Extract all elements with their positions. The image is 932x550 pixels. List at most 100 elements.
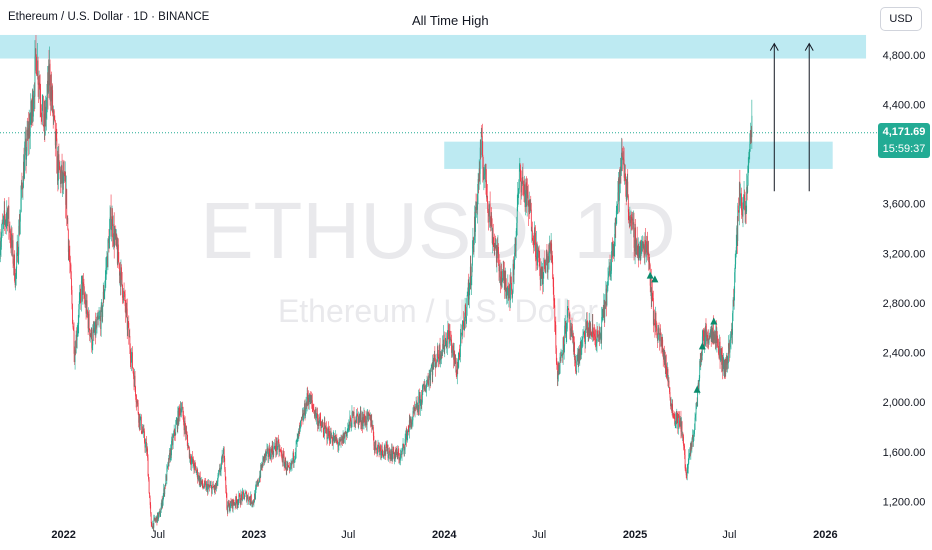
candle xyxy=(182,406,184,420)
candle xyxy=(383,450,385,460)
candle xyxy=(126,298,128,340)
candle xyxy=(36,54,37,76)
candle xyxy=(251,501,253,507)
candle xyxy=(516,194,518,236)
candle xyxy=(64,161,66,182)
candle xyxy=(117,238,119,263)
candle xyxy=(664,349,666,365)
candle xyxy=(493,233,495,257)
signal-triangle-icon xyxy=(710,317,718,325)
candle xyxy=(53,109,55,121)
candle xyxy=(10,230,11,249)
candle xyxy=(340,434,342,448)
x-tick-label: Jul xyxy=(341,529,355,541)
candle xyxy=(354,421,355,427)
x-tick-label: 2026 xyxy=(813,529,837,541)
candle xyxy=(582,336,583,349)
candle xyxy=(663,345,665,368)
candle xyxy=(343,432,345,443)
candle xyxy=(186,431,188,446)
candle xyxy=(276,445,278,455)
candle xyxy=(30,93,32,125)
candle xyxy=(502,261,504,281)
candle xyxy=(531,221,533,241)
candle xyxy=(600,327,602,339)
candle xyxy=(176,418,178,433)
candle xyxy=(83,278,85,299)
candle xyxy=(693,429,695,441)
candle xyxy=(332,432,334,450)
candle xyxy=(51,85,53,113)
candle xyxy=(715,323,717,351)
candle xyxy=(558,361,559,382)
candle xyxy=(27,117,29,141)
candle xyxy=(635,218,636,258)
candle xyxy=(299,420,301,432)
candle xyxy=(249,495,251,506)
candle xyxy=(251,501,253,508)
candle xyxy=(161,499,163,510)
candle xyxy=(44,99,46,142)
candle xyxy=(176,416,178,425)
candle xyxy=(217,477,218,487)
candle xyxy=(137,398,139,407)
candle xyxy=(149,492,151,499)
candle xyxy=(449,323,450,348)
candle xyxy=(5,219,7,227)
candle xyxy=(281,447,282,459)
x-axis[interactable]: 2022 Jul 2023 Jul 2024 Jul 2025 Jul 2026 xyxy=(51,529,837,541)
candle xyxy=(424,379,425,392)
watermark: ETHUSD, 1D Ethereum / U.S. Dollar xyxy=(200,186,676,329)
candle xyxy=(721,348,723,373)
candle xyxy=(419,388,421,416)
candle xyxy=(284,457,286,469)
candle xyxy=(345,431,347,434)
symbol-title[interactable]: Ethereum / U.S. Dollar · 1D · BINANCE xyxy=(8,11,210,23)
candle xyxy=(408,414,410,439)
candle xyxy=(474,211,476,237)
candle xyxy=(215,480,217,492)
candle xyxy=(50,74,52,111)
candle xyxy=(466,298,468,324)
candle xyxy=(172,433,174,450)
y-axis[interactable]: 4,800.00 4,400.00 3,600.00 3,200.00 2,800.00… xyxy=(877,0,932,550)
candle xyxy=(332,436,334,446)
candle xyxy=(505,278,507,299)
candle xyxy=(358,411,360,430)
candle xyxy=(282,455,284,467)
candle xyxy=(341,436,343,442)
candle xyxy=(46,84,48,120)
candle xyxy=(184,416,186,434)
candle xyxy=(164,483,166,490)
candle xyxy=(350,418,352,429)
candle xyxy=(487,200,489,223)
candle xyxy=(732,297,734,322)
candle xyxy=(255,481,257,494)
candle xyxy=(492,223,494,247)
candle xyxy=(744,191,746,223)
candle xyxy=(591,332,593,340)
candle xyxy=(495,238,497,249)
candle xyxy=(491,218,493,245)
candle xyxy=(205,478,206,486)
candle xyxy=(546,249,547,266)
candle xyxy=(26,146,27,166)
candle xyxy=(475,201,476,244)
candle xyxy=(244,493,245,501)
candle xyxy=(627,169,629,198)
candle xyxy=(738,181,740,226)
candle xyxy=(536,231,537,261)
candle xyxy=(308,390,310,410)
candle xyxy=(346,428,348,439)
candle xyxy=(262,456,264,462)
currency-button[interactable]: USD xyxy=(880,7,922,31)
candle xyxy=(163,487,165,497)
candle xyxy=(646,235,647,263)
candle xyxy=(588,327,590,342)
candle xyxy=(77,322,79,337)
candle xyxy=(23,154,24,189)
candle xyxy=(315,407,316,421)
candle xyxy=(540,261,542,287)
candle xyxy=(96,313,98,334)
